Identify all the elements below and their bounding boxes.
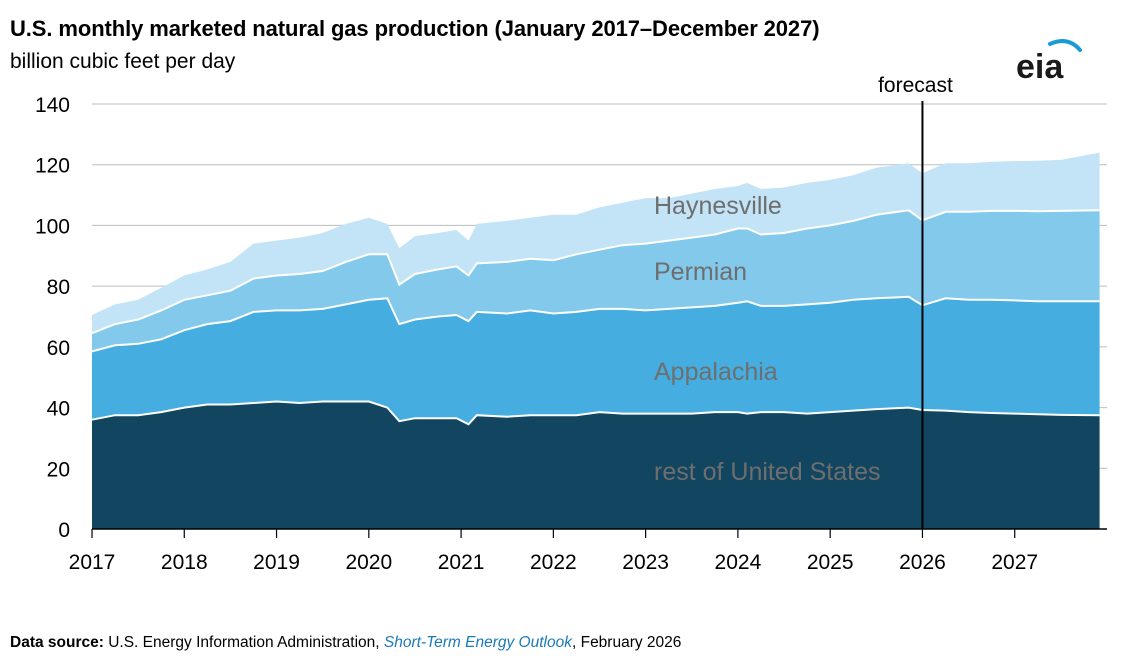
y-tick-label-100: 100 <box>35 215 70 238</box>
y-tick-label-60: 60 <box>47 337 70 360</box>
y-tick-label-120: 120 <box>35 155 70 178</box>
area-permian <box>92 210 1100 352</box>
area-rest-of-united-states <box>92 401 1100 529</box>
x-tick-label-2021: 2021 <box>438 551 485 574</box>
area-appalachia <box>92 296 1100 425</box>
chart-title: U.S. monthly marketed natural gas produc… <box>10 16 820 41</box>
area-label-haynesville: Haynesville <box>654 192 782 220</box>
y-tick-label-0: 0 <box>58 519 70 542</box>
forecast-label: forecast <box>878 74 953 97</box>
y-tick-label-80: 80 <box>47 276 70 299</box>
y-tick-label-40: 40 <box>47 398 70 421</box>
x-tick-label-2027: 2027 <box>991 551 1038 574</box>
x-tick-label-2023: 2023 <box>622 551 669 574</box>
data-source: Data source: U.S. Energy Information Adm… <box>10 634 681 652</box>
x-tick-label-2026: 2026 <box>899 551 946 574</box>
eia-logo: eia <box>1016 39 1082 82</box>
source-publication-link[interactable]: Short-Term Energy Outlook <box>383 634 572 651</box>
y-tick-label-140: 140 <box>35 94 70 117</box>
area-chart: 0 20 40 60 80 100 120 140 2017 2018 2019 2020 2021 20… <box>35 74 1107 574</box>
x-tick-label-2025: 2025 <box>807 551 854 574</box>
x-tick-label-2019: 2019 <box>253 551 300 574</box>
chart-subtitle: billion cubic feet per day <box>10 50 236 73</box>
x-tick-label-2017: 2017 <box>69 551 116 574</box>
separator-line-1 <box>91 400 1100 426</box>
source-text-before: U.S. Energy Information Administration, <box>103 634 384 651</box>
x-tick-label-2020: 2020 <box>345 551 392 574</box>
area-label-rest-of-united-states: rest of United States <box>654 458 881 486</box>
separator-line-2 <box>91 295 1100 353</box>
source-label: Data source: <box>10 634 104 651</box>
x-tick-label-2018: 2018 <box>161 551 208 574</box>
logo-text: eia <box>1016 48 1064 82</box>
x-tick-label-2022: 2022 <box>530 551 577 574</box>
area-haynesville <box>92 152 1100 334</box>
separator-line-3 <box>91 209 1100 335</box>
area-label-appalachia: Appalachia <box>654 358 778 386</box>
area-label-permian: Permian <box>654 258 747 286</box>
y-tick-label-20: 20 <box>47 458 70 481</box>
x-tick-label-2024: 2024 <box>715 551 762 574</box>
source-text-after: , February 2026 <box>571 634 682 651</box>
